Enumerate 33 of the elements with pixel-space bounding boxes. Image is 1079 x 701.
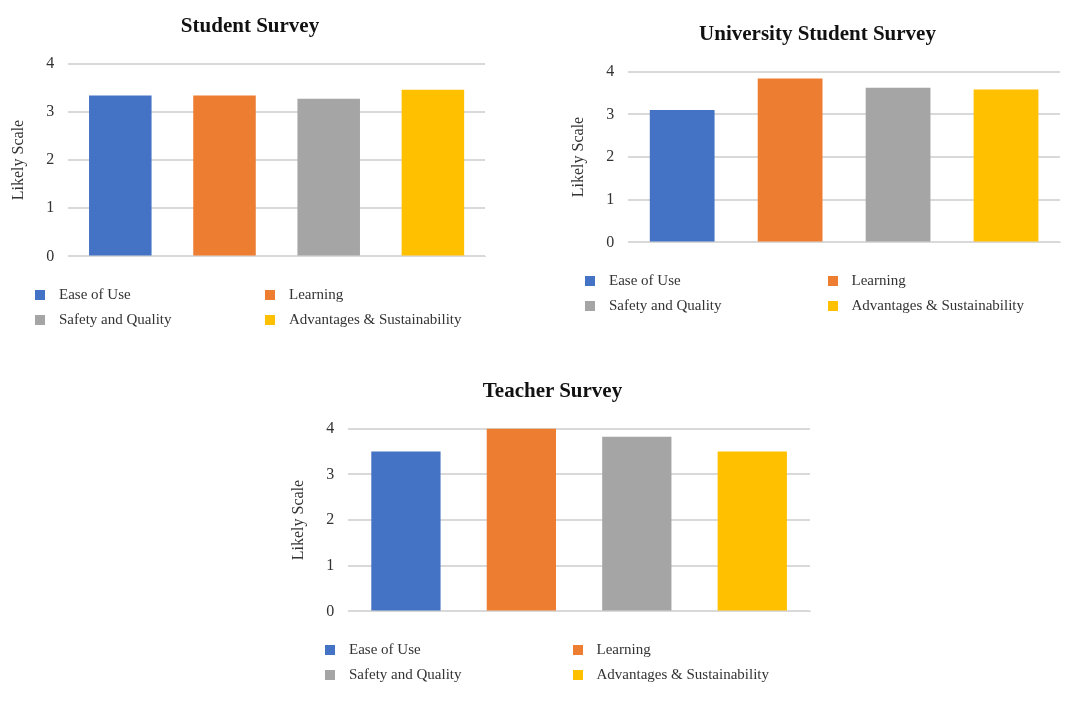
y-tick-label: 4 xyxy=(606,61,615,79)
y-tick-label: 0 xyxy=(46,246,55,264)
y-tick-label: 2 xyxy=(606,147,615,165)
y-tick-label: 2 xyxy=(46,150,55,168)
legend-label: Learning xyxy=(851,272,906,289)
legend-label: Ease of Use xyxy=(59,286,131,303)
legend-label: Learning xyxy=(596,641,651,658)
legend-label: Safety and Quality xyxy=(349,666,462,683)
legend-label: Ease of Use xyxy=(609,272,681,289)
legend-label: Ease of Use xyxy=(349,641,421,658)
legend-label: Safety and Quality xyxy=(59,311,172,328)
legend-label: Advantages & Sustainability xyxy=(289,311,462,328)
y-tick-label: 4 xyxy=(46,53,55,71)
y-axis-title: Likely Scale xyxy=(568,116,587,198)
y-tick-label: 0 xyxy=(606,232,615,250)
y-tick-label: 3 xyxy=(606,104,615,122)
y-tick-label: 1 xyxy=(46,198,55,216)
chart-title: Teacher Survey xyxy=(481,377,624,404)
y-tick-label: 2 xyxy=(326,510,335,528)
legend-label: Advantages & Sustainability xyxy=(851,297,1024,314)
legend-label: Advantages & Sustainability xyxy=(596,666,769,683)
y-tick-label: 1 xyxy=(606,189,615,207)
chart-title: Student Survey xyxy=(179,12,321,39)
chart-title: University Student Survey xyxy=(698,20,937,47)
y-tick-label: 4 xyxy=(326,418,335,436)
legend-label: Learning xyxy=(289,286,344,303)
y-tick-label: 3 xyxy=(326,464,335,482)
y-axis-title: Likely Scale xyxy=(288,479,307,561)
y-tick-label: 0 xyxy=(326,601,335,619)
y-tick-label: 3 xyxy=(46,102,55,119)
y-tick-label: 1 xyxy=(326,555,335,573)
legend-label: Safety and Quality xyxy=(609,297,722,314)
y-axis-title: Likely Scale xyxy=(8,119,27,201)
